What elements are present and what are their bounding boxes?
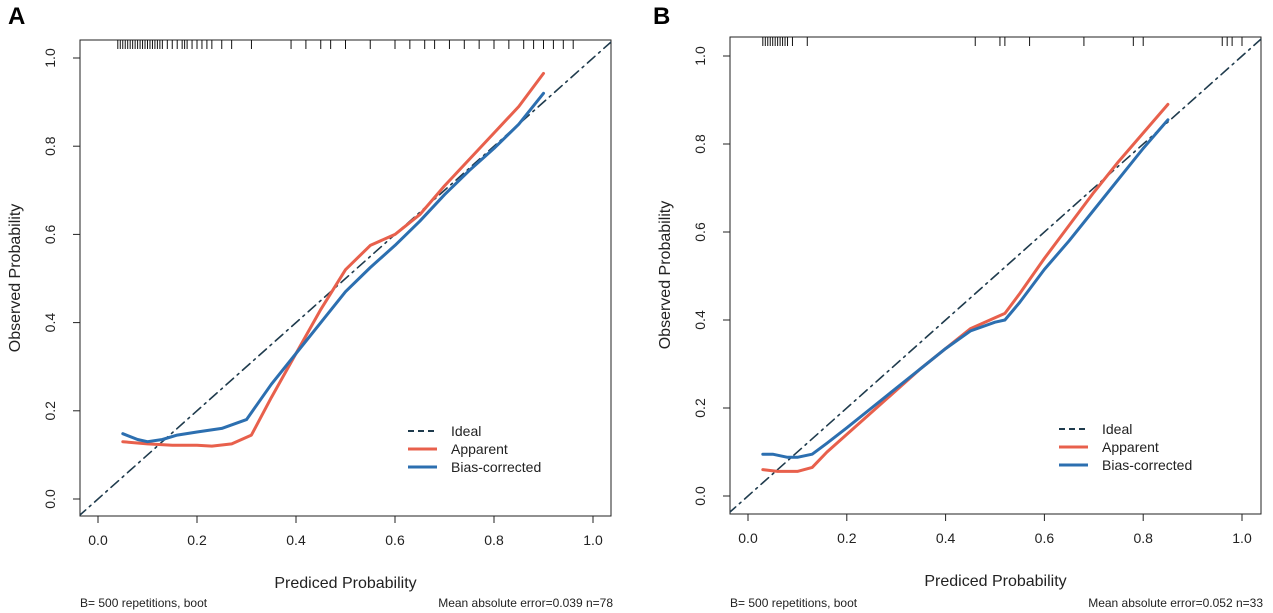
x-axis-label: Prediced Probability	[924, 573, 1066, 590]
x-axis: 0.0 0.2 0.4 0.6 0.8 1.0	[738, 514, 1252, 546]
legend-label-bias-corrected: Bias-corrected	[1102, 457, 1192, 473]
y-tick-label: 0.6	[42, 224, 58, 244]
x-tick-label: 0.4	[286, 532, 306, 548]
footer-error: Mean absolute error=0.039 n=78	[438, 596, 613, 610]
legend: Ideal Apparent Bias-corrected	[1059, 421, 1192, 473]
x-tick-label: 0.2	[837, 530, 857, 546]
series-line-apparent	[121, 71, 545, 448]
x-tick-label: 0.0	[88, 532, 108, 548]
legend-label-bias-corrected: Bias-corrected	[451, 459, 541, 475]
legend-label-ideal: Ideal	[1102, 421, 1132, 437]
x-tick-label: 0.6	[1035, 530, 1055, 546]
panel-label: B	[653, 3, 670, 30]
series-line-apparent	[761, 102, 1170, 473]
x-tick-label: 0.6	[385, 532, 405, 548]
series-line-bias-corrected	[121, 91, 545, 444]
y-tick-label: 0.2	[42, 401, 58, 421]
x-tick-label: 1.0	[583, 532, 603, 548]
x-tick-label: 0.4	[936, 530, 956, 546]
footer-note: B= 500 repetitions, boot	[80, 596, 208, 610]
series-line-ideal	[730, 38, 1261, 514]
y-tick-label: 0.0	[42, 489, 58, 509]
rug-marks	[762, 37, 1243, 46]
panel-a: A 0.0 0.2 0.4 0.6 0.8 1.0 0.00.20.40.60.81.0 …	[7, 3, 613, 610]
x-tick-label: 1.0	[1232, 530, 1252, 546]
legend: Ideal Apparent Bias-corrected	[408, 423, 541, 475]
y-tick-label: 0.4	[692, 310, 708, 330]
x-tick-label: 0.8	[1133, 530, 1153, 546]
y-tick-label: 1.0	[692, 46, 708, 66]
rug-marks	[117, 40, 574, 49]
panel-b: B 0.0 0.2 0.4 0.6 0.8 1.0 0.00.20.40.60.81.0 …	[653, 3, 1263, 610]
x-tick-label: 0.0	[738, 530, 758, 546]
x-tick-label: 0.8	[484, 532, 504, 548]
y-tick-label: 0.2	[692, 398, 708, 418]
legend-label-apparent: Apparent	[1102, 439, 1159, 455]
legend-label-ideal: Ideal	[451, 423, 481, 439]
y-axis-label: Observed Probability	[657, 201, 674, 350]
legend-label-apparent: Apparent	[451, 441, 508, 457]
y-tick-label: 0.6	[692, 222, 708, 242]
footer-note: B= 500 repetitions, boot	[730, 596, 858, 610]
calibration-lines	[730, 38, 1261, 514]
x-axis: 0.0 0.2 0.4 0.6 0.8 1.0	[88, 516, 603, 548]
y-tick-label: 0.8	[42, 136, 58, 156]
y-tick-label: 0.8	[692, 134, 708, 154]
y-axis: 0.0 0.2 0.4 0.6 0.8 1.0	[692, 46, 730, 506]
series-line-bias-corrected	[761, 118, 1170, 459]
y-axis-label: Observed Probability	[7, 204, 24, 353]
panel-label: A	[8, 3, 25, 30]
calibration-lines	[80, 40, 611, 516]
y-tick-label: 0.4	[42, 313, 58, 333]
x-axis-label: Prediced Probability	[274, 575, 416, 592]
y-tick-label: 1.0	[42, 48, 58, 68]
footer-error: Mean absolute error=0.052 n=33	[1088, 596, 1263, 610]
x-tick-label: 0.2	[187, 532, 207, 548]
y-tick-label: 0.0	[692, 486, 708, 506]
y-axis: 0.0 0.2 0.4 0.6 0.8 1.0	[42, 48, 80, 509]
plot-frame	[729, 36, 1262, 515]
